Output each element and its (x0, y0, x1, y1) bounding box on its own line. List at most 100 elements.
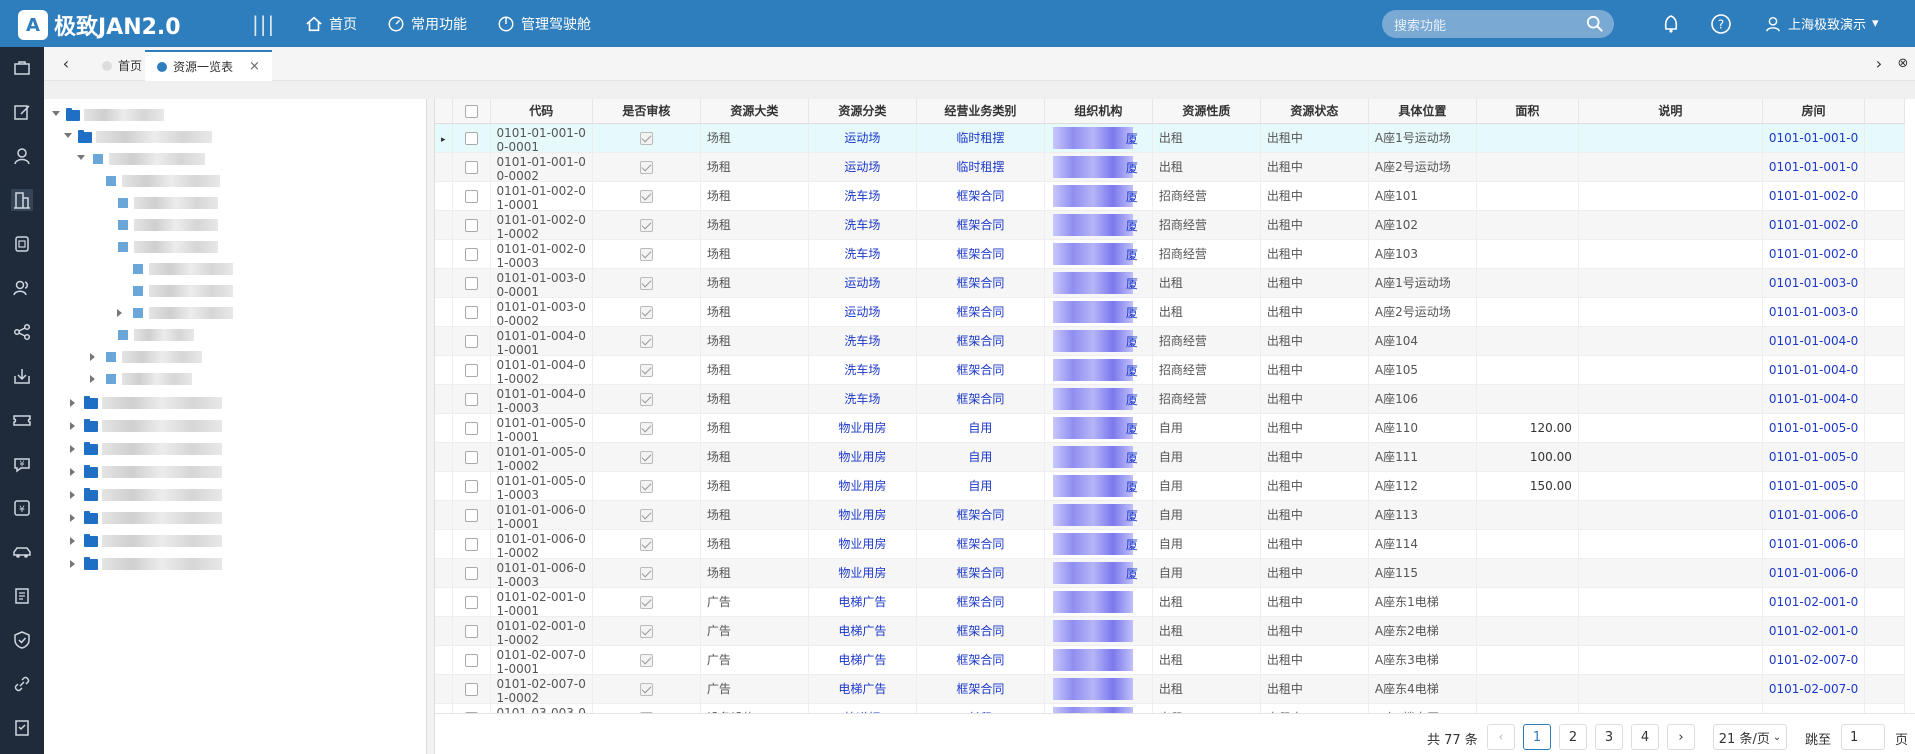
side-menu-ticket[interactable] (11, 409, 33, 431)
caret-right-icon[interactable] (117, 309, 122, 317)
search-icon[interactable] (1586, 15, 1604, 33)
row-checkbox[interactable] (464, 653, 478, 667)
room-cell[interactable]: 0101-01-004-0 (1762, 326, 1866, 356)
header-note[interactable]: 说明 (1578, 99, 1763, 124)
row-checkbox[interactable] (464, 218, 478, 232)
tab-home[interactable]: 首页 (90, 50, 154, 81)
tree-node[interactable] (52, 305, 422, 321)
business-type-cell[interactable]: 自用 (916, 442, 1045, 472)
row-checkbox[interactable] (464, 624, 478, 638)
room-cell[interactable]: 0101-01-003-0 (1762, 297, 1866, 327)
header-nature[interactable]: 资源性质 (1152, 99, 1261, 124)
room-cell[interactable]: 0101-03-003-0 (1762, 703, 1866, 713)
table-row[interactable]: 0101-01-005-0 1-0003 场租 物业用房 自用厦自用 出租中 A座112 15… (435, 471, 1906, 501)
caret-down-icon[interactable] (77, 155, 85, 160)
table-row[interactable]: 0101-01-002-0 1-0003 场租 洗车场 框架合同厦招商经营 出租中 A座10… (435, 239, 1906, 269)
row-checkbox[interactable] (464, 682, 478, 696)
business-type-cell[interactable]: 框架合同 (916, 181, 1045, 211)
page-2-button[interactable]: 2 (1559, 724, 1587, 750)
room-cell[interactable]: 0101-01-002-0 (1762, 181, 1866, 211)
table-row[interactable]: 0101-01-002-0 1-0002 场租 洗车场 框架合同厦招商经营 出租中 A座10… (435, 210, 1906, 240)
row-select-cell[interactable] (452, 471, 491, 501)
menu-toggle-icon[interactable]: ||| (252, 12, 276, 36)
row-select-cell[interactable] (452, 616, 491, 646)
tab-resource-list[interactable]: 资源一览表 × (145, 50, 272, 81)
room-cell[interactable]: 0101-02-007-0 (1762, 674, 1866, 704)
room-cell[interactable]: 0101-01-004-0 (1762, 355, 1866, 385)
caret-right-icon[interactable] (70, 514, 75, 522)
caret-right-icon[interactable] (70, 560, 75, 568)
tree-node[interactable] (52, 129, 422, 145)
room-cell[interactable]: 0101-01-006-0 (1762, 529, 1866, 559)
table-row[interactable]: ▸ 0101-01-001-0 0-0001 场租 运动场 临时租摆厦出租 出租中 A座1号运… (435, 123, 1906, 153)
row-select-cell[interactable] (452, 181, 491, 211)
tab-close-icon[interactable]: × (249, 59, 260, 74)
header-audit[interactable]: 是否审核 (592, 99, 701, 124)
tree-node[interactable] (52, 349, 422, 365)
table-row[interactable]: 0101-01-005-0 1-0001 场租 物业用房 自用厦自用 出租中 A座110 12… (435, 413, 1906, 443)
subcategory-cell[interactable]: 洗车场 (808, 355, 917, 385)
subcategory-cell[interactable]: 洗车场 (808, 326, 917, 356)
row-select-cell[interactable] (452, 297, 491, 327)
tree-node[interactable] (52, 371, 422, 387)
table-row[interactable]: 0101-01-006-0 1-0001 场租 物业用房 框架合同厦自用 出租中 A座113… (435, 500, 1906, 530)
table-row[interactable]: 0101-03-003-01-0001 设备设施快递柜长租 出租出租中A座1楼大厅 0… (435, 703, 1906, 713)
header-location[interactable]: 具体位置 (1368, 99, 1477, 124)
tree-node[interactable] (52, 418, 422, 434)
table-row[interactable]: 0101-02-001-0 1-0001 广告 电梯广告 框架合同 出租 出租中 A座东1电梯… (435, 587, 1906, 617)
row-checkbox[interactable] (464, 363, 478, 377)
side-menu-building[interactable] (11, 189, 33, 211)
side-menu-device[interactable] (11, 233, 33, 255)
business-type-cell[interactable]: 长租 (916, 703, 1045, 713)
bell-icon[interactable] (1660, 13, 1682, 35)
row-checkbox[interactable] (464, 595, 478, 609)
jump-page-input[interactable]: 1 (1841, 724, 1885, 750)
business-type-cell[interactable]: 自用 (916, 413, 1045, 443)
caret-right-icon[interactable] (90, 353, 95, 361)
page-size-select[interactable]: 21 条/页 ⌄ (1713, 724, 1787, 750)
row-checkbox[interactable] (464, 508, 478, 522)
table-row[interactable]: 0101-01-006-0 1-0003 场租 物业用房 框架合同厦自用 出租中 A座115… (435, 558, 1906, 588)
row-checkbox[interactable] (464, 450, 478, 464)
caret-right-icon[interactable] (70, 422, 75, 430)
business-type-cell[interactable]: 框架合同 (916, 500, 1045, 530)
row-select-cell[interactable] (452, 210, 491, 240)
next-page-button[interactable]: › (1667, 724, 1695, 750)
room-cell[interactable]: 0101-01-003-0 (1762, 268, 1866, 298)
table-row[interactable]: 0101-01-005-0 1-0002 场租 物业用房 自用厦自用 出租中 A座111 10… (435, 442, 1906, 472)
side-menu-shield[interactable] (11, 629, 33, 651)
row-checkbox[interactable] (464, 247, 478, 261)
subcategory-cell[interactable]: 洗车场 (808, 384, 917, 414)
table-row[interactable]: 0101-02-001-0 1-0002 广告 电梯广告 框架合同 出租 出租中 A座东2电梯… (435, 616, 1906, 646)
business-type-cell[interactable]: 框架合同 (916, 674, 1045, 704)
subcategory-cell[interactable]: 物业用房 (808, 500, 917, 530)
side-menu-coin[interactable]: ¥ (11, 453, 33, 475)
room-cell[interactable]: 0101-01-001-0 (1762, 152, 1866, 182)
subcategory-cell[interactable]: 物业用房 (808, 529, 917, 559)
subcategory-cell[interactable]: 物业用房 (808, 442, 917, 472)
subcategory-cell[interactable]: 运动场 (808, 297, 917, 327)
caret-right-icon[interactable] (90, 375, 95, 383)
tree-node[interactable] (52, 327, 422, 343)
table-row[interactable]: 0101-02-007-0 1-0002 广告 电梯广告 框架合同 出租 出租中 A座东4电梯… (435, 674, 1906, 704)
business-type-cell[interactable]: 框架合同 (916, 645, 1045, 675)
subcategory-cell[interactable]: 电梯广告 (808, 616, 917, 646)
room-cell[interactable]: 0101-02-001-0 (1762, 616, 1866, 646)
room-cell[interactable]: 0101-01-005-0 (1762, 442, 1866, 472)
room-cell[interactable]: 0101-01-001-0 (1762, 123, 1866, 153)
business-type-cell[interactable]: 框架合同 (916, 558, 1045, 588)
caret-right-icon[interactable] (70, 468, 75, 476)
header-area[interactable]: 面积 (1476, 99, 1579, 124)
nav-home[interactable]: 首页 (305, 14, 357, 34)
business-type-cell[interactable]: 自用 (916, 471, 1045, 501)
side-menu-user[interactable] (11, 145, 33, 167)
side-menu-share[interactable] (11, 321, 33, 343)
user-menu[interactable]: 上海极致演示 ▾ (1764, 14, 1879, 33)
subcategory-cell[interactable]: 洗车场 (808, 181, 917, 211)
room-cell[interactable]: 0101-02-001-0 (1762, 587, 1866, 617)
business-type-cell[interactable]: 框架合同 (916, 268, 1045, 298)
tree-node[interactable] (52, 556, 422, 572)
subcategory-cell[interactable]: 物业用房 (808, 413, 917, 443)
business-type-cell[interactable]: 框架合同 (916, 616, 1045, 646)
tree-node[interactable] (52, 261, 422, 277)
